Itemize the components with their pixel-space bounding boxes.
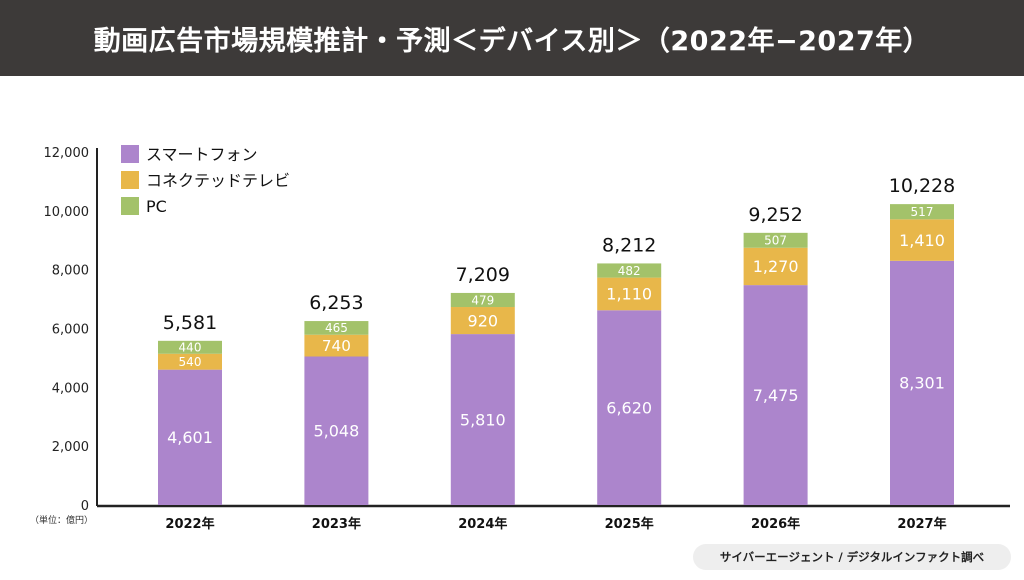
data-label: 920 [468, 311, 499, 330]
total-label: 7,209 [456, 264, 510, 286]
y-tick-label: 2,000 [52, 440, 89, 455]
legend-swatch [121, 145, 139, 163]
data-label: 482 [618, 264, 641, 278]
legend-swatch [121, 171, 139, 189]
page-title: 動画広告市場規模推計・予測＜デバイス別＞（2022年−2027年） [0, 0, 1024, 76]
bar-segment [890, 204, 954, 220]
data-label: 5,810 [460, 410, 506, 429]
data-label: 1,270 [753, 257, 799, 276]
data-label: 540 [179, 355, 202, 369]
bar-segment [450, 292, 515, 308]
y-tick-label: 10,000 [44, 205, 90, 220]
x-tick-label: 2023年 [312, 516, 361, 532]
x-tick-label: 2022年 [165, 516, 214, 532]
x-tick-label: 2027年 [897, 516, 946, 532]
data-label: 479 [471, 293, 494, 307]
data-label: 507 [764, 234, 787, 248]
y-tick-label: 6,000 [52, 323, 89, 338]
bar-segment [304, 334, 369, 357]
x-tick-label: 2024年 [458, 516, 507, 532]
data-label: 1,410 [899, 231, 945, 250]
y-tick-label: 0 [81, 499, 89, 514]
bar-segment [743, 232, 808, 248]
legend-swatch [121, 197, 139, 215]
legend-label: コネクテッドテレビ [146, 171, 290, 190]
x-tick-label: 2026年 [751, 516, 800, 532]
y-tick-label: 4,000 [52, 381, 89, 396]
data-label: 7,475 [753, 386, 799, 405]
bar-segment [304, 356, 369, 505]
bar-segment [743, 247, 808, 286]
total-label: 10,228 [889, 175, 955, 197]
data-label: 5,048 [313, 422, 359, 441]
bar-segment [450, 307, 515, 335]
legend-label: スマートフォン [146, 145, 258, 164]
total-label: 5,581 [163, 312, 217, 334]
y-tick-label: 12,000 [44, 146, 90, 161]
bar-segment [890, 219, 954, 261]
bar-segment [597, 277, 662, 311]
total-label: 6,253 [309, 292, 363, 314]
total-label: 8,212 [602, 234, 656, 256]
bar-segment [890, 260, 954, 505]
data-label: 465 [325, 321, 348, 335]
bar-segment [158, 353, 222, 370]
data-label: 4,601 [167, 428, 213, 447]
y-tick-label: 8,000 [52, 264, 89, 279]
data-label: 440 [179, 341, 202, 355]
bar-segment [158, 340, 222, 354]
legend-label: PC [146, 197, 167, 216]
bar-segment [597, 263, 662, 278]
bar-segment [597, 310, 662, 505]
bar-segment [304, 321, 369, 335]
bar-segment [450, 334, 515, 505]
data-label: 8,301 [899, 374, 945, 393]
bar-segment [743, 285, 808, 505]
data-label: 740 [322, 337, 351, 355]
data-label: 1,110 [606, 285, 652, 304]
unit-label: （単位：億円） [30, 516, 94, 526]
source-note: サイバーエージェント / デジタルインファクト調べ [693, 544, 1011, 570]
data-label: 6,620 [606, 398, 652, 417]
bar-segment [158, 369, 222, 505]
data-label: 517 [911, 205, 934, 219]
total-label: 9,252 [748, 204, 802, 226]
x-tick-label: 2025年 [605, 516, 654, 532]
